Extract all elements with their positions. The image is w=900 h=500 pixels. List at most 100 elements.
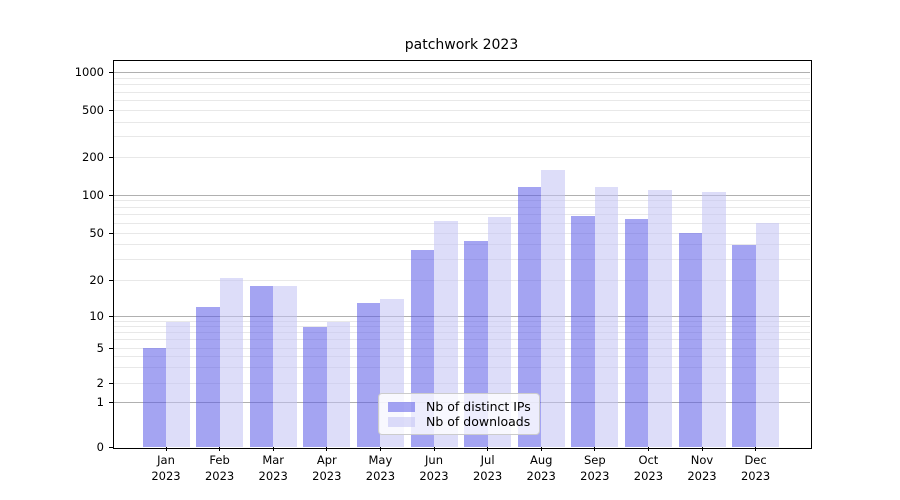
- legend-row-downloads: Nb of downloads: [388, 414, 530, 429]
- x-tick-label-apr: Apr 2023: [312, 453, 342, 483]
- gridline-major-10: [114, 316, 810, 318]
- y-tick-10: [109, 316, 113, 318]
- x-tick-label-dec: Dec 2023: [740, 453, 771, 483]
- gridline-minor-60: [114, 222, 810, 224]
- x-tick-label-jul: Jul 2023: [472, 453, 503, 483]
- legend-row-distinct-ips: Nb of distinct IPs: [388, 399, 531, 414]
- bar-ips-mar: [249, 285, 274, 447]
- gridline-minor-3: [114, 367, 810, 369]
- y-tick-20: [109, 279, 113, 281]
- x-tick-nov: [701, 447, 703, 451]
- x-tick-feb: [219, 447, 221, 451]
- x-tick-label-feb: Feb 2023: [204, 453, 235, 483]
- bar-ips-may: [356, 302, 381, 447]
- gridline-minor-7: [114, 332, 810, 334]
- y-tick-1000: [109, 72, 113, 73]
- bar-downloads-nov: [702, 192, 726, 447]
- y-tick-5: [109, 347, 113, 349]
- gridline-minor-50: [114, 232, 810, 234]
- x-tick-label-jan: Jan 2023: [151, 453, 181, 483]
- y-tick-0: [109, 446, 113, 448]
- legend-swatch-distinct-ips: [388, 401, 415, 412]
- x-tick-mar: [272, 447, 274, 451]
- legend: Nb of distinct IPs Nb of downloads: [378, 393, 540, 435]
- gridline-minor-70: [114, 214, 810, 216]
- gridline-minor-4: [114, 356, 810, 358]
- x-tick-label-mar: Mar 2023: [258, 453, 288, 483]
- x-tick-label-may: May 2023: [365, 453, 396, 483]
- x-tick-label-aug: Aug 2023: [526, 453, 556, 483]
- bar-downloads-jan: [166, 321, 190, 447]
- y-tick-500: [109, 110, 113, 112]
- y-tick-label-1000: 1000: [74, 65, 104, 79]
- gridline-minor-2: [114, 382, 810, 384]
- bar-ips-sep: [571, 216, 595, 447]
- y-tick-label-500: 500: [82, 103, 104, 118]
- bar-downloads-oct: [648, 189, 672, 447]
- y-tick-2: [109, 382, 113, 384]
- x-tick-may: [379, 447, 381, 451]
- y-tick-label-200: 200: [82, 150, 104, 164]
- gridline-minor-600: [114, 100, 810, 102]
- gridline-minor-200: [114, 157, 810, 158]
- y-tick-label-100: 100: [82, 187, 104, 202]
- x-tick-jul: [487, 447, 489, 451]
- x-tick-label-sep: Sep 2023: [580, 453, 610, 483]
- x-tick-oct: [647, 447, 649, 451]
- bar-ips-aug: [517, 187, 542, 447]
- y-tick-label-50: 50: [89, 225, 104, 240]
- bar-ips-oct: [624, 218, 649, 447]
- y-tick-label-5: 5: [96, 340, 104, 355]
- x-tick-label-nov: Nov 2023: [687, 453, 717, 483]
- gridline-minor-900: [114, 77, 810, 79]
- gridline-minor-5: [114, 347, 810, 349]
- gridline-minor-800: [114, 84, 810, 86]
- gridline-major-1000: [114, 72, 810, 73]
- y-tick-label-20: 20: [89, 272, 104, 287]
- bar-ips-apr: [303, 326, 327, 447]
- legend-swatch-downloads: [388, 416, 415, 427]
- x-tick-label-oct: Oct 2023: [633, 453, 664, 483]
- y-tick-200: [109, 157, 113, 158]
- x-tick-aug: [540, 447, 542, 451]
- x-tick-dec: [755, 447, 757, 451]
- gridline-minor-6: [114, 339, 810, 341]
- y-tick-label-0: 0: [96, 439, 104, 454]
- legend-label-distinct-ips: Nb of distinct IPs: [426, 399, 531, 414]
- gridline-major-100: [114, 194, 810, 196]
- gridline-minor-9: [114, 321, 810, 322]
- y-tick-label-1: 1: [96, 395, 104, 410]
- gridline-minor-300: [114, 136, 810, 138]
- gridline-minor-400: [114, 121, 810, 123]
- x-tick-sep: [594, 447, 596, 451]
- x-tick-jan: [165, 447, 167, 451]
- gridline-minor-20: [114, 279, 810, 281]
- gridline-minor-700: [114, 91, 810, 93]
- legend-label-downloads: Nb of downloads: [426, 414, 531, 429]
- bar-downloads-aug: [541, 169, 565, 447]
- gridline-minor-80: [114, 206, 810, 208]
- bar-downloads-jul: [487, 217, 512, 447]
- bar-downloads-dec: [755, 223, 780, 447]
- x-tick-apr: [326, 447, 328, 451]
- bar-downloads-apr: [326, 321, 351, 447]
- y-tick-1: [109, 402, 113, 404]
- bar-downloads-sep: [594, 187, 619, 447]
- gridline-minor-8: [114, 326, 810, 328]
- bar-ips-dec: [732, 244, 756, 447]
- bar-ips-nov: [678, 233, 702, 447]
- y-tick-50: [109, 232, 113, 234]
- gridline-minor-90: [114, 200, 810, 202]
- y-tick-label-10: 10: [89, 309, 104, 324]
- x-tick-label-jun: Jun 2023: [419, 453, 449, 483]
- bar-downloads-jun: [434, 221, 458, 447]
- gridline-minor-30: [114, 258, 810, 260]
- bar-ips-feb: [196, 307, 220, 447]
- gridline-minor-500: [114, 110, 810, 112]
- y-tick-100: [109, 194, 113, 196]
- x-tick-jun: [433, 447, 435, 451]
- bar-downloads-feb: [219, 277, 244, 447]
- chart-title: patchwork 2023: [404, 37, 519, 53]
- bar-ips-jan: [142, 348, 166, 447]
